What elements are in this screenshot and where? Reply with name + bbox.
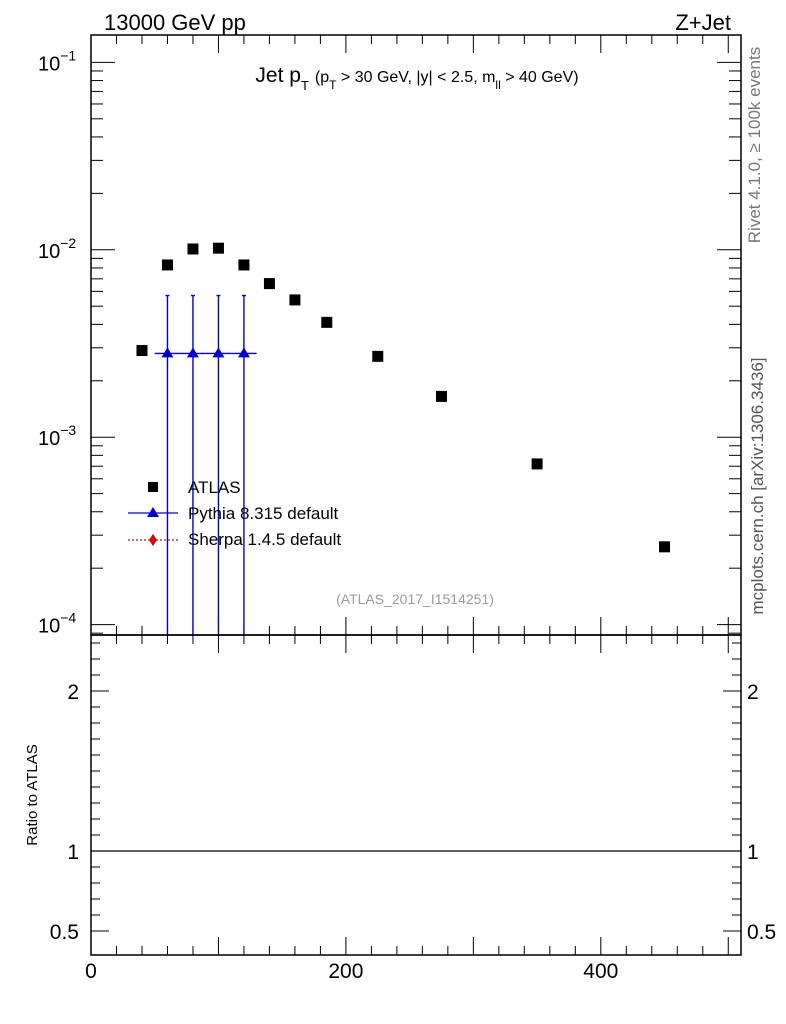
atlas-point xyxy=(136,345,148,357)
atlas-point xyxy=(289,294,301,306)
legend-label-pythia: Pythia 8.315 default xyxy=(188,504,339,523)
ratio-y-tick-label: 2 xyxy=(67,681,79,704)
atlas-point xyxy=(372,350,384,362)
y-tick-label: 10−3 xyxy=(38,422,76,450)
atlas-point xyxy=(212,242,224,254)
atlas-point xyxy=(435,390,447,402)
title-sub-ll: ll xyxy=(495,78,500,92)
rivet-label: Rivet 4.1.0, ≥ 100k events xyxy=(745,47,764,243)
pythia-point xyxy=(237,347,250,358)
ratio-ylabel: Ratio to ATLAS xyxy=(24,744,41,845)
atlas-series xyxy=(136,242,671,553)
atlas-point xyxy=(161,259,173,271)
pythia-point xyxy=(161,347,174,358)
title-cuts-3: > 40 GeV) xyxy=(501,69,579,86)
ratio-y-tick-label-right: 1 xyxy=(747,841,759,864)
x-tick-label: 200 xyxy=(328,960,363,983)
main-axis-ticks xyxy=(90,35,741,635)
main-y-tick-labels: 10−1 10−2 10−3 10−4 xyxy=(38,47,76,637)
atlas-point xyxy=(238,259,250,271)
x-tick-label: 400 xyxy=(583,960,618,983)
plot-title: Jet pT (pT > 30 GeV, |y| < 2.5, mll > 40 … xyxy=(255,64,578,93)
title-cuts-1: (p xyxy=(315,69,329,86)
process-label: Z+Jet xyxy=(675,10,731,35)
legend-label-atlas: ATLAS xyxy=(188,478,241,497)
title-sub-t: T xyxy=(301,78,309,93)
mcplots-label: mcplots.cern.ch [arXiv:1306.3436] xyxy=(748,357,767,614)
legend-marker-sherpa xyxy=(149,534,157,546)
ratio-axis-ticks xyxy=(90,635,741,955)
y-tick-label: 10−2 xyxy=(38,235,76,263)
energy-label: 13000 GeV pp xyxy=(104,10,246,35)
ratio-y-tick-label: 1 xyxy=(67,841,79,864)
atlas-point xyxy=(187,243,199,255)
legend-marker-pythia xyxy=(147,507,159,517)
y-tick-label: 10−1 xyxy=(38,47,76,75)
legend: ATLAS Pythia 8.315 default Sherpa 1.4.5 … xyxy=(128,478,341,549)
legend-label-sherpa: Sherpa 1.4.5 default xyxy=(188,530,341,549)
pythia-point xyxy=(212,347,225,358)
pythia-series xyxy=(154,294,257,635)
atlas-point xyxy=(263,278,275,290)
atlas-point xyxy=(659,541,671,553)
ratio-y-tick-labels: 2 2 1 1 0.5 0.5 xyxy=(50,681,776,944)
title-sub-t2: T xyxy=(329,78,337,92)
title-cuts-2: > 30 GeV, |y| < 2.5, m xyxy=(336,69,495,86)
ratio-y-tick-label-right: 2 xyxy=(747,681,759,704)
ratio-y-tick-label: 0.5 xyxy=(50,921,79,944)
x-tick-label: 0 xyxy=(85,960,97,983)
y-tick-label: 10−4 xyxy=(38,610,76,638)
x-tick-labels: 0 200 400 xyxy=(85,960,618,983)
ratio-y-tick-label-right: 0.5 xyxy=(747,921,776,944)
pythia-point xyxy=(186,347,199,358)
ratio-panel-frame xyxy=(90,634,742,956)
analysis-label: (ATLAS_2017_I1514251) xyxy=(336,591,494,607)
atlas-point xyxy=(531,458,543,470)
legend-marker-atlas xyxy=(148,482,158,492)
atlas-point xyxy=(321,316,333,328)
title-main: Jet p xyxy=(255,64,301,87)
